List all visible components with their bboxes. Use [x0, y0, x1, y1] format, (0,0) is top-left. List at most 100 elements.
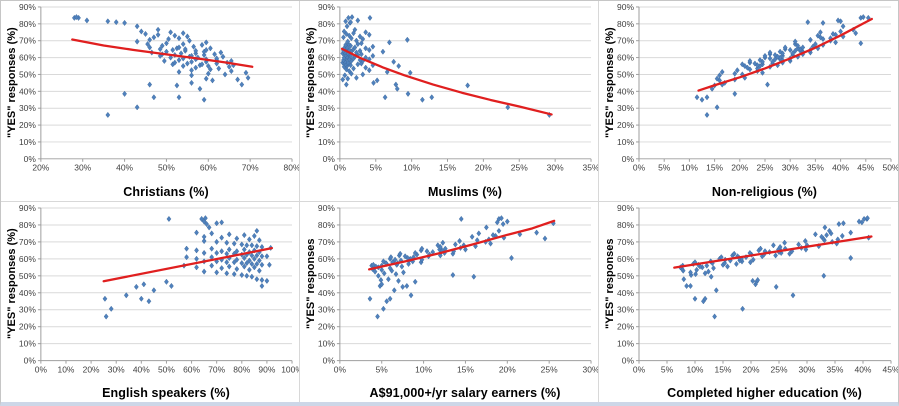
chart-panel-christians: "YES" responses (%) 0% 10% 20% 30% 40% 50% 60%…	[1, 1, 300, 202]
svg-text:20%: 20%	[499, 364, 516, 374]
x-tick-labels: 20% 30% 40% 50% 60% 70% 80%	[32, 158, 299, 173]
data-point-marker	[256, 257, 262, 264]
data-point-marker	[155, 26, 161, 33]
data-point-marker	[458, 215, 464, 222]
data-point-marker	[239, 271, 245, 278]
data-point-marker	[471, 273, 477, 280]
data-point-marker	[762, 52, 768, 59]
data-point-marker	[219, 264, 225, 271]
scatter-plot-muslims: 0% 10% 20% 30% 40% 50% 60% 70% 80% 90% 0% 5% 10% 15% 2…	[318, 2, 598, 173]
data-point-marker	[782, 239, 787, 246]
data-point-marker	[143, 30, 148, 37]
data-point-marker	[209, 229, 215, 236]
trend-line	[673, 234, 873, 269]
data-point-marker	[387, 39, 392, 46]
svg-text:10%: 10%	[681, 163, 698, 173]
scatter-points	[678, 214, 871, 320]
data-point-marker	[201, 249, 207, 256]
data-point-marker	[714, 75, 720, 82]
data-point-marker	[706, 268, 711, 275]
data-point-marker	[341, 28, 347, 35]
data-point-marker	[378, 276, 384, 283]
data-point-marker	[771, 241, 776, 248]
data-point-marker	[750, 277, 756, 284]
data-point-marker	[758, 245, 763, 252]
data-point-marker	[396, 277, 401, 284]
trend-line	[102, 246, 274, 282]
data-point-marker	[239, 81, 245, 88]
data-point-marker	[772, 51, 778, 58]
gridlines	[339, 6, 592, 143]
svg-text:5%: 5%	[658, 163, 671, 173]
svg-text:15%: 15%	[457, 364, 474, 374]
svg-text:90%: 90%	[617, 2, 634, 12]
data-point-marker	[399, 263, 405, 270]
data-point-marker	[442, 245, 448, 252]
data-point-marker	[241, 245, 247, 253]
data-point-marker	[249, 260, 255, 267]
data-point-marker	[792, 38, 798, 45]
trend-line	[340, 47, 553, 116]
svg-text:90%: 90%	[19, 202, 36, 212]
data-point-marker	[699, 96, 705, 103]
data-point-marker	[747, 57, 753, 64]
data-point-marker	[164, 278, 169, 285]
data-point-marker	[865, 14, 871, 21]
data-point-marker	[534, 229, 539, 236]
data-point-marker	[717, 72, 722, 79]
data-point-marker	[349, 14, 355, 21]
svg-text:50%: 50%	[19, 270, 36, 280]
svg-text:0%: 0%	[323, 355, 336, 365]
svg-text:0%: 0%	[622, 154, 635, 164]
data-point-marker	[194, 246, 199, 253]
svg-text:70%: 70%	[617, 236, 634, 246]
data-point-marker	[224, 269, 230, 276]
svg-text:80%: 80%	[233, 364, 250, 374]
data-point-marker	[835, 17, 841, 24]
data-point-marker	[351, 65, 356, 72]
data-point-marker	[214, 238, 220, 245]
data-point-marker	[182, 46, 188, 53]
data-point-marker	[688, 268, 693, 275]
scatter-points	[367, 214, 556, 320]
svg-text:10%: 10%	[58, 364, 75, 374]
svg-text:60%: 60%	[19, 53, 36, 63]
data-point-marker	[370, 52, 376, 59]
svg-text:70%: 70%	[208, 364, 225, 374]
data-point-marker	[839, 232, 845, 239]
data-point-marker	[704, 94, 710, 101]
svg-text:40%: 40%	[133, 364, 150, 374]
data-point-marker	[344, 23, 350, 30]
svg-text:50%: 50%	[883, 163, 898, 173]
svg-text:35%: 35%	[807, 163, 824, 173]
data-point-marker	[381, 305, 386, 312]
data-point-marker	[488, 240, 493, 247]
data-point-marker	[189, 79, 194, 86]
data-point-marker	[360, 71, 366, 78]
data-point-marker	[244, 241, 250, 248]
data-point-marker	[856, 218, 862, 225]
svg-text:90%: 90%	[318, 202, 335, 212]
data-point-marker	[108, 305, 114, 312]
svg-text:30%: 30%	[617, 304, 634, 314]
data-point-marker	[773, 283, 779, 290]
data-point-marker	[214, 249, 220, 256]
svg-text:0%: 0%	[622, 355, 635, 365]
data-point-marker	[209, 245, 215, 252]
data-point-marker	[424, 247, 430, 254]
data-point-marker	[381, 269, 387, 276]
data-point-marker	[184, 253, 189, 260]
svg-text:100%: 100%	[281, 364, 299, 374]
data-point-marker	[681, 275, 687, 282]
data-point-marker	[819, 233, 824, 240]
data-point-marker	[359, 40, 364, 47]
data-point-marker	[435, 241, 441, 248]
y-tick-labels: 0% 10% 20% 30% 40% 50% 60% 70% 80% 90%	[617, 2, 639, 164]
data-point-marker	[249, 251, 255, 258]
data-point-marker	[542, 234, 548, 242]
scatter-plot-non-religious: 0% 10% 20% 30% 40% 50% 60% 70% 80% 90% 0% 5% 10% 15% 2…	[617, 2, 898, 173]
svg-text:50%: 50%	[318, 69, 335, 79]
data-point-marker	[355, 17, 361, 24]
svg-text:0%: 0%	[334, 364, 347, 374]
data-point-marker	[755, 276, 761, 283]
